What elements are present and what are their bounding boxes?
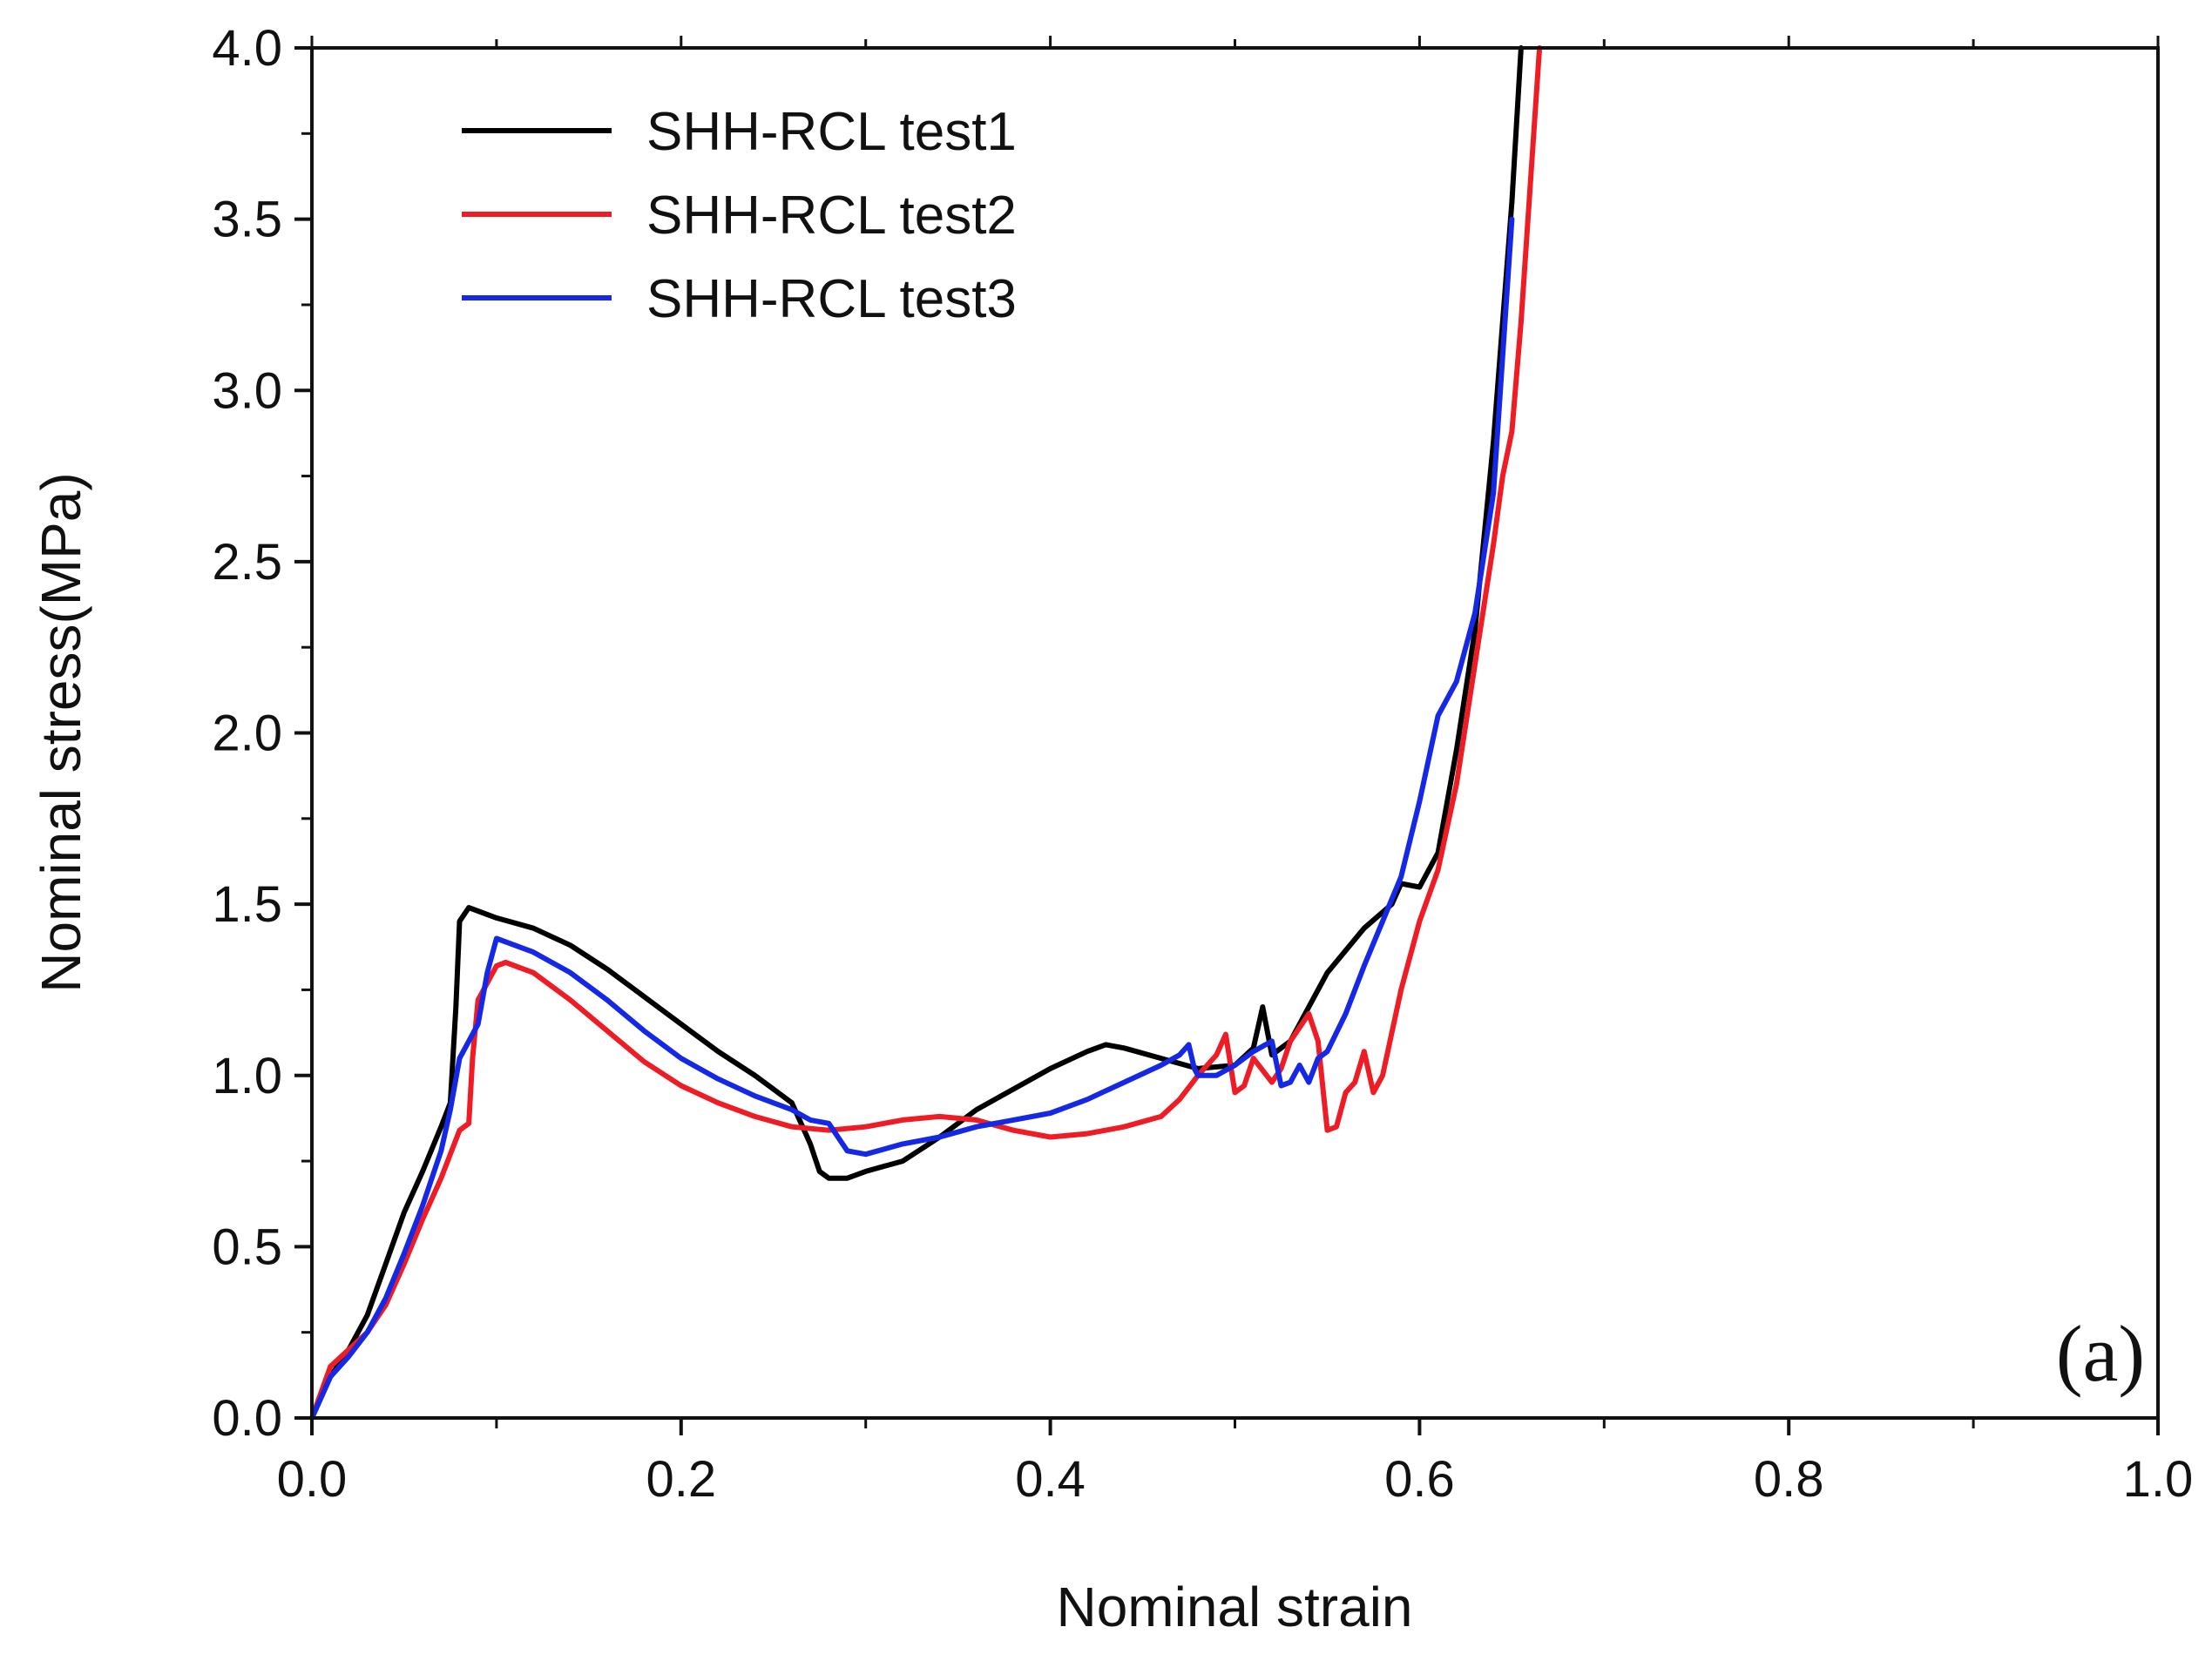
legend-label-test2: SHH-RCL test2 (646, 186, 1017, 246)
legend: SHH-RCL test1 SHH-RCL test2 SHH-RCL test3 (462, 102, 1017, 329)
series-line-test3 (309, 216, 1515, 1421)
series-line-test2 (309, 45, 1543, 1421)
y-tick-label: 0.5 (212, 1219, 282, 1275)
y-tick-label: 1.0 (212, 1048, 282, 1104)
x-tick-label: 0.0 (277, 1451, 348, 1508)
y-axis-title: Nominal stress(MPa) (30, 472, 92, 992)
series-layer (309, 45, 1543, 1421)
series-line-test1 (309, 45, 1524, 1421)
x-tick-label: 0.4 (1015, 1451, 1086, 1508)
plot-frame (310, 46, 2160, 1420)
panel-label: (a) (2056, 1309, 2145, 1398)
y-tick-label: 3.5 (212, 192, 282, 248)
y-tick-label: 0.0 (212, 1390, 282, 1447)
y-tick-label: 1.5 (212, 876, 282, 933)
x-tick-label: 0.6 (1384, 1451, 1455, 1508)
x-axis-title: Nominal strain (1056, 1576, 1412, 1638)
legend-label-test1: SHH-RCL test1 (646, 102, 1017, 162)
y-tick-label: 3.0 (212, 362, 282, 419)
y-tick-label: 2.0 (212, 705, 282, 762)
ticks-layer: 0.0 0.2 0.4 0.6 0.8 1.0 0.0 0.5 1.0 1.5 2.0 2.5 3.0 3… (212, 20, 2193, 1508)
legend-label-test3: SHH-RCL test3 (646, 269, 1017, 329)
x-tick-label: 1.0 (2123, 1451, 2194, 1508)
x-tick-label: 0.2 (646, 1451, 716, 1508)
y-tick-label: 2.5 (212, 534, 282, 591)
x-tick-label: 0.8 (1754, 1451, 1824, 1508)
y-tick-label: 4.0 (212, 20, 282, 77)
